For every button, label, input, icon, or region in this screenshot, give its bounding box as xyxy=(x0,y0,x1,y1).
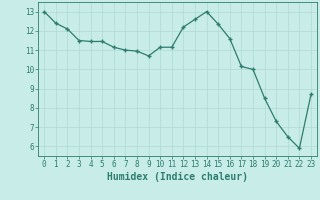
X-axis label: Humidex (Indice chaleur): Humidex (Indice chaleur) xyxy=(107,172,248,182)
